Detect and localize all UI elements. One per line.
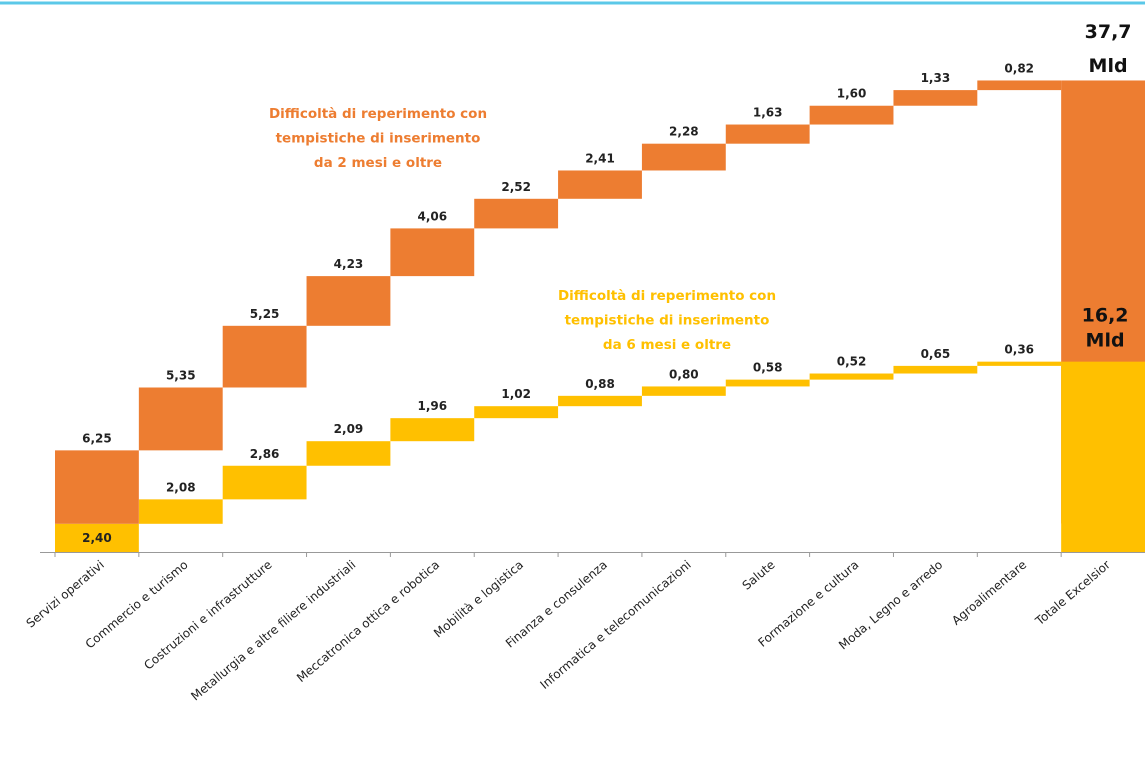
value-label: 1,33 [921, 71, 951, 85]
value-label: 1,02 [501, 387, 531, 401]
value-label: 6,25 [82, 431, 112, 445]
bar-segment [893, 365, 978, 374]
value-label: 2,41 [585, 151, 615, 165]
value-label: 2,28 [669, 125, 699, 139]
x-tick-label: Agroalimentare [949, 558, 1029, 628]
bar-segment [809, 105, 894, 125]
bar-segment [977, 80, 1062, 91]
bar-segment [474, 198, 559, 229]
x-tick-label: Metallurgia e altre filiere industriali [188, 558, 358, 704]
bar-segment [138, 387, 223, 451]
bar-segment [977, 361, 1062, 366]
bar-segment [725, 124, 810, 144]
bar-segment [474, 406, 559, 419]
value-label: 0,65 [921, 347, 951, 361]
bar-segment [306, 441, 391, 466]
total-label: 37,7 [1085, 21, 1132, 43]
bar-segment [55, 450, 139, 524]
total-unit: Mld [1086, 330, 1125, 352]
x-tick-label: Servizi operativi [24, 558, 107, 631]
annotation: Difficoltà di reperimento con [269, 106, 487, 122]
bar-segment [390, 228, 475, 277]
annotation: tempistiche di inserimento [276, 131, 481, 147]
value-label: 0,52 [837, 355, 867, 369]
annotation: Difficoltà di reperimento con [558, 288, 776, 304]
value-label: 1,96 [418, 399, 448, 413]
bar-segment [1061, 361, 1145, 552]
x-tick-label: Salute [740, 558, 778, 593]
value-label: 1,63 [753, 106, 783, 120]
value-label: 0,58 [753, 361, 783, 375]
value-label: 4,23 [334, 257, 364, 271]
x-tick-label: Mobilità e logistica [431, 558, 526, 641]
value-label: 5,25 [250, 307, 280, 321]
value-label: 0,36 [1004, 343, 1034, 357]
value-label: 0,88 [585, 377, 615, 391]
bar-segment [390, 418, 475, 442]
value-label: 2,08 [166, 480, 196, 494]
value-label: 2,86 [250, 447, 280, 461]
annotation: da 6 mesi e oltre [603, 337, 731, 353]
value-label: 2,52 [501, 180, 531, 194]
value-label: 1,60 [837, 87, 867, 101]
total-unit: Mld [1089, 55, 1128, 77]
bar-segment [725, 379, 810, 387]
value-label: 0,82 [1004, 61, 1034, 75]
value-label: 2,09 [334, 422, 364, 436]
value-label: 4,06 [418, 209, 448, 223]
bar-segment [558, 395, 642, 407]
bar-segment [55, 523, 139, 552]
bar-segment [641, 143, 726, 171]
bar-segment [138, 499, 223, 524]
bar-segment [641, 386, 726, 396]
bar-segment [893, 90, 978, 106]
value-label: 0,80 [669, 367, 699, 381]
total-label: 16,2 [1082, 305, 1129, 327]
bar-segment [222, 325, 307, 388]
annotation: da 2 mesi e oltre [314, 155, 442, 171]
x-tick-label: Meccatronica ottica e robotica [294, 558, 442, 686]
bar-segment [558, 170, 642, 199]
x-tick-label: Totale Excelsior [1032, 558, 1113, 629]
x-tick-label: Informatica e telecomunicazioni [537, 558, 693, 692]
value-label: 2,40 [82, 531, 112, 545]
bar-segment [809, 373, 894, 380]
value-label: 5,35 [166, 369, 196, 383]
bar-segment [306, 276, 391, 326]
bar-segment [222, 465, 307, 500]
annotation: tempistiche di inserimento [565, 313, 770, 329]
